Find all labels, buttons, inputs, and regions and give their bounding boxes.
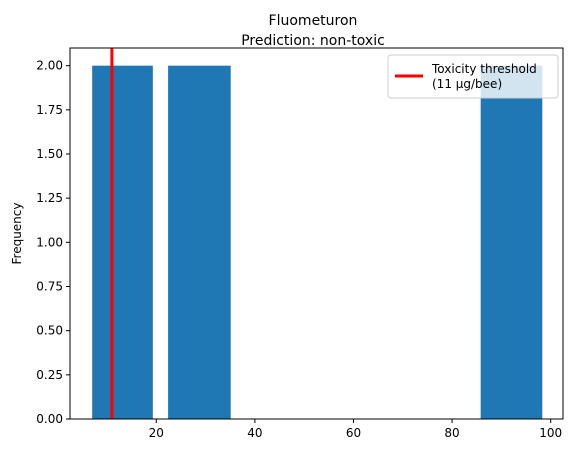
y-tick-label: 0.75 [36, 280, 63, 294]
legend-label-line2: (11 µg/bee) [432, 77, 502, 91]
x-tick-label: 100 [539, 426, 562, 440]
chart-subtitle: Prediction: non-toxic [241, 33, 385, 49]
plot-frame [69, 47, 564, 420]
y-axis-label: Frequency [10, 203, 24, 265]
y-tick-label: 1.75 [36, 103, 63, 117]
histogram-bar-3 [480, 65, 543, 420]
x-tick-label: 40 [247, 426, 262, 440]
x-tick-label: 20 [149, 426, 164, 440]
y-tick-label: 2.00 [36, 59, 63, 73]
x-tick-label: 60 [346, 426, 361, 440]
y-tick-label: 0.50 [36, 324, 63, 338]
legend-label-line1: Toxicity threshold [431, 62, 537, 76]
y-tick-label: 1.00 [36, 235, 63, 249]
histogram-bar-2 [168, 65, 231, 420]
y-tick-label: 1.25 [36, 191, 63, 205]
y-tick-label: 0.25 [36, 368, 63, 382]
histogram-bar-1 [92, 65, 153, 420]
x-tick-label: 80 [444, 426, 459, 440]
y-tick-label: 0.00 [36, 412, 63, 426]
y-tick-label: 1.50 [36, 147, 63, 161]
legend: Toxicity threshold (11 µg/bee) [387, 54, 559, 99]
chart-title: Fluometuron [269, 13, 358, 29]
legend-box [387, 54, 559, 99]
